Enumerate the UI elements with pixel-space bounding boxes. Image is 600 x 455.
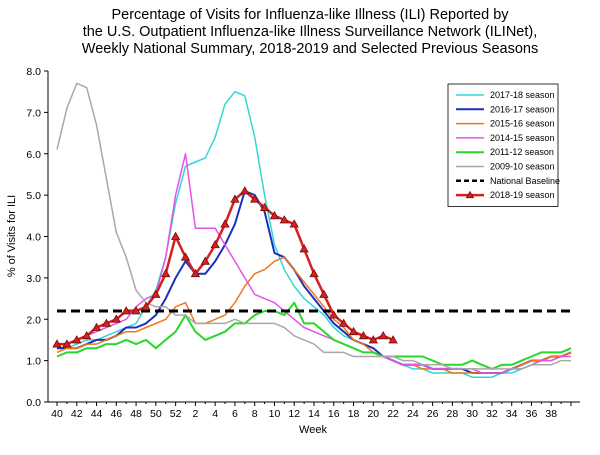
y-axis-label: % of Visits for ILI xyxy=(6,195,18,277)
x-tick-label: 18 xyxy=(348,408,360,420)
x-tick-label: 46 xyxy=(110,408,122,420)
x-tick-label: 52 xyxy=(170,408,182,420)
data-point-2018-19-season xyxy=(378,330,388,340)
legend-label: 2016-17 season xyxy=(490,104,555,114)
data-point-2018-19-season xyxy=(180,252,191,261)
data-point-2018-19-season xyxy=(279,215,290,224)
x-tick-label: 48 xyxy=(130,408,142,420)
x-tick-label: 20 xyxy=(367,408,379,420)
data-point-2018-19-season xyxy=(170,231,181,240)
series-line-2009-10-season xyxy=(56,82,571,370)
x-tick-label: 28 xyxy=(447,408,459,420)
legend-label: 2009-10 season xyxy=(490,162,555,172)
data-point-2018-19-season xyxy=(309,268,319,278)
data-point-2018-19-season xyxy=(259,202,270,211)
data-point-2018-19-season xyxy=(62,339,72,348)
x-tick-label: 30 xyxy=(466,408,478,420)
data-point-2018-19-season xyxy=(52,339,62,348)
x-tick-label: 24 xyxy=(407,408,419,420)
chart-title-line-1: Percentage of Visits for Influenza-like … xyxy=(111,7,509,23)
x-tick-label: 22 xyxy=(387,408,399,420)
data-point-2018-19-season xyxy=(81,330,92,340)
data-point-2018-19-season xyxy=(141,302,151,311)
y-tick-label: 0.0 xyxy=(26,397,41,409)
x-axis-label: Week xyxy=(299,424,327,436)
legend-box xyxy=(447,83,559,207)
chart-title-line-3: Weekly National Summary, 2018-2019 and S… xyxy=(82,41,538,57)
data-point-2018-19-season xyxy=(338,318,349,327)
y-tick-label: 8.0 xyxy=(26,66,41,78)
data-point-2018-19-season xyxy=(210,239,220,249)
legend-label: 2017-18 season xyxy=(490,90,555,100)
data-point-2018-19-season xyxy=(289,219,299,228)
y-tick-label: 7.0 xyxy=(26,107,41,119)
data-point-2018-19-season xyxy=(91,322,102,331)
data-point-2018-19-season xyxy=(269,211,280,220)
x-tick-label: 14 xyxy=(308,408,320,420)
chart-title-line-2: the U.S. Outpatient Influenza-like Illne… xyxy=(83,24,538,40)
legend-label: 2015-16 season xyxy=(490,119,555,129)
x-tick-label: 4 xyxy=(212,408,218,420)
data-point-2018-19-season xyxy=(200,256,210,265)
data-point-2018-19-season xyxy=(388,335,398,344)
data-point-2018-19-season xyxy=(299,244,309,253)
x-tick-label: 12 xyxy=(288,408,300,420)
legend-label: 2014-15 season xyxy=(490,133,555,143)
legend-label: National Baseline xyxy=(490,176,560,186)
data-point-2018-19-season xyxy=(348,326,359,336)
data-point-2018-19-season xyxy=(111,314,121,323)
data-point-2018-19-season xyxy=(190,268,201,278)
data-point-2018-19-season xyxy=(131,306,141,315)
data-point-2018-19-season xyxy=(329,310,339,319)
series-line-2011-12-season xyxy=(56,301,572,370)
axes: 0.01.02.03.04.05.06.07.08.040 42 44 46 48 50 5… xyxy=(26,66,580,420)
x-tick-label: 40 xyxy=(51,408,63,420)
legend: 2017-18 season 2016-17 season 2015-16 seas… xyxy=(447,83,560,207)
x-tick-label: 44 xyxy=(91,408,103,420)
y-tick-label: 5.0 xyxy=(26,190,41,202)
data-point-2018-19-season xyxy=(121,306,131,315)
data-point-2018-19-season xyxy=(319,289,329,298)
y-tick-label: 4.0 xyxy=(26,232,41,244)
series-line-2014-15-season xyxy=(57,153,571,374)
x-tick-label: 34 xyxy=(506,408,518,420)
x-tick-label: 6 xyxy=(232,408,238,420)
data-point-2018-19-season xyxy=(250,194,260,203)
x-tick-label: 26 xyxy=(427,408,439,420)
data-point-2018-19-season xyxy=(161,268,171,278)
data-point-2018-19-season xyxy=(101,318,112,327)
data-point-2018-19-season xyxy=(240,186,250,195)
legend-label: 2018-19 season xyxy=(490,190,555,200)
y-tick-label: 3.0 xyxy=(26,273,41,285)
x-tick-label: 50 xyxy=(150,408,162,420)
x-tick-label: 8 xyxy=(252,408,258,420)
data-point-2018-19-season xyxy=(230,194,240,203)
x-tick-label: 42 xyxy=(71,408,83,420)
data-point-2018-19-season xyxy=(368,335,378,344)
y-tick-label: 2.0 xyxy=(26,314,41,326)
data-point-2018-19-season xyxy=(72,335,82,344)
x-tick-label: 36 xyxy=(526,408,538,420)
y-tick-label: 1.0 xyxy=(26,356,41,368)
data-point-2018-19-season xyxy=(151,289,161,298)
legend-marker xyxy=(465,190,475,199)
x-tick-label: 10 xyxy=(269,408,281,420)
data-point-2018-19-season xyxy=(220,219,230,228)
legend-label: 2011-12 season xyxy=(490,147,554,157)
chart-title: Percentage of Visits for Influenza-like … xyxy=(82,7,538,57)
y-tick-label: 6.0 xyxy=(26,149,41,161)
x-tick-label: 2 xyxy=(192,408,198,420)
x-tick-label: 32 xyxy=(486,408,498,420)
x-tick-label: 38 xyxy=(545,408,557,420)
series-lines xyxy=(52,82,572,378)
data-point-2018-19-season xyxy=(358,330,369,340)
x-tick-label: 16 xyxy=(328,408,340,420)
